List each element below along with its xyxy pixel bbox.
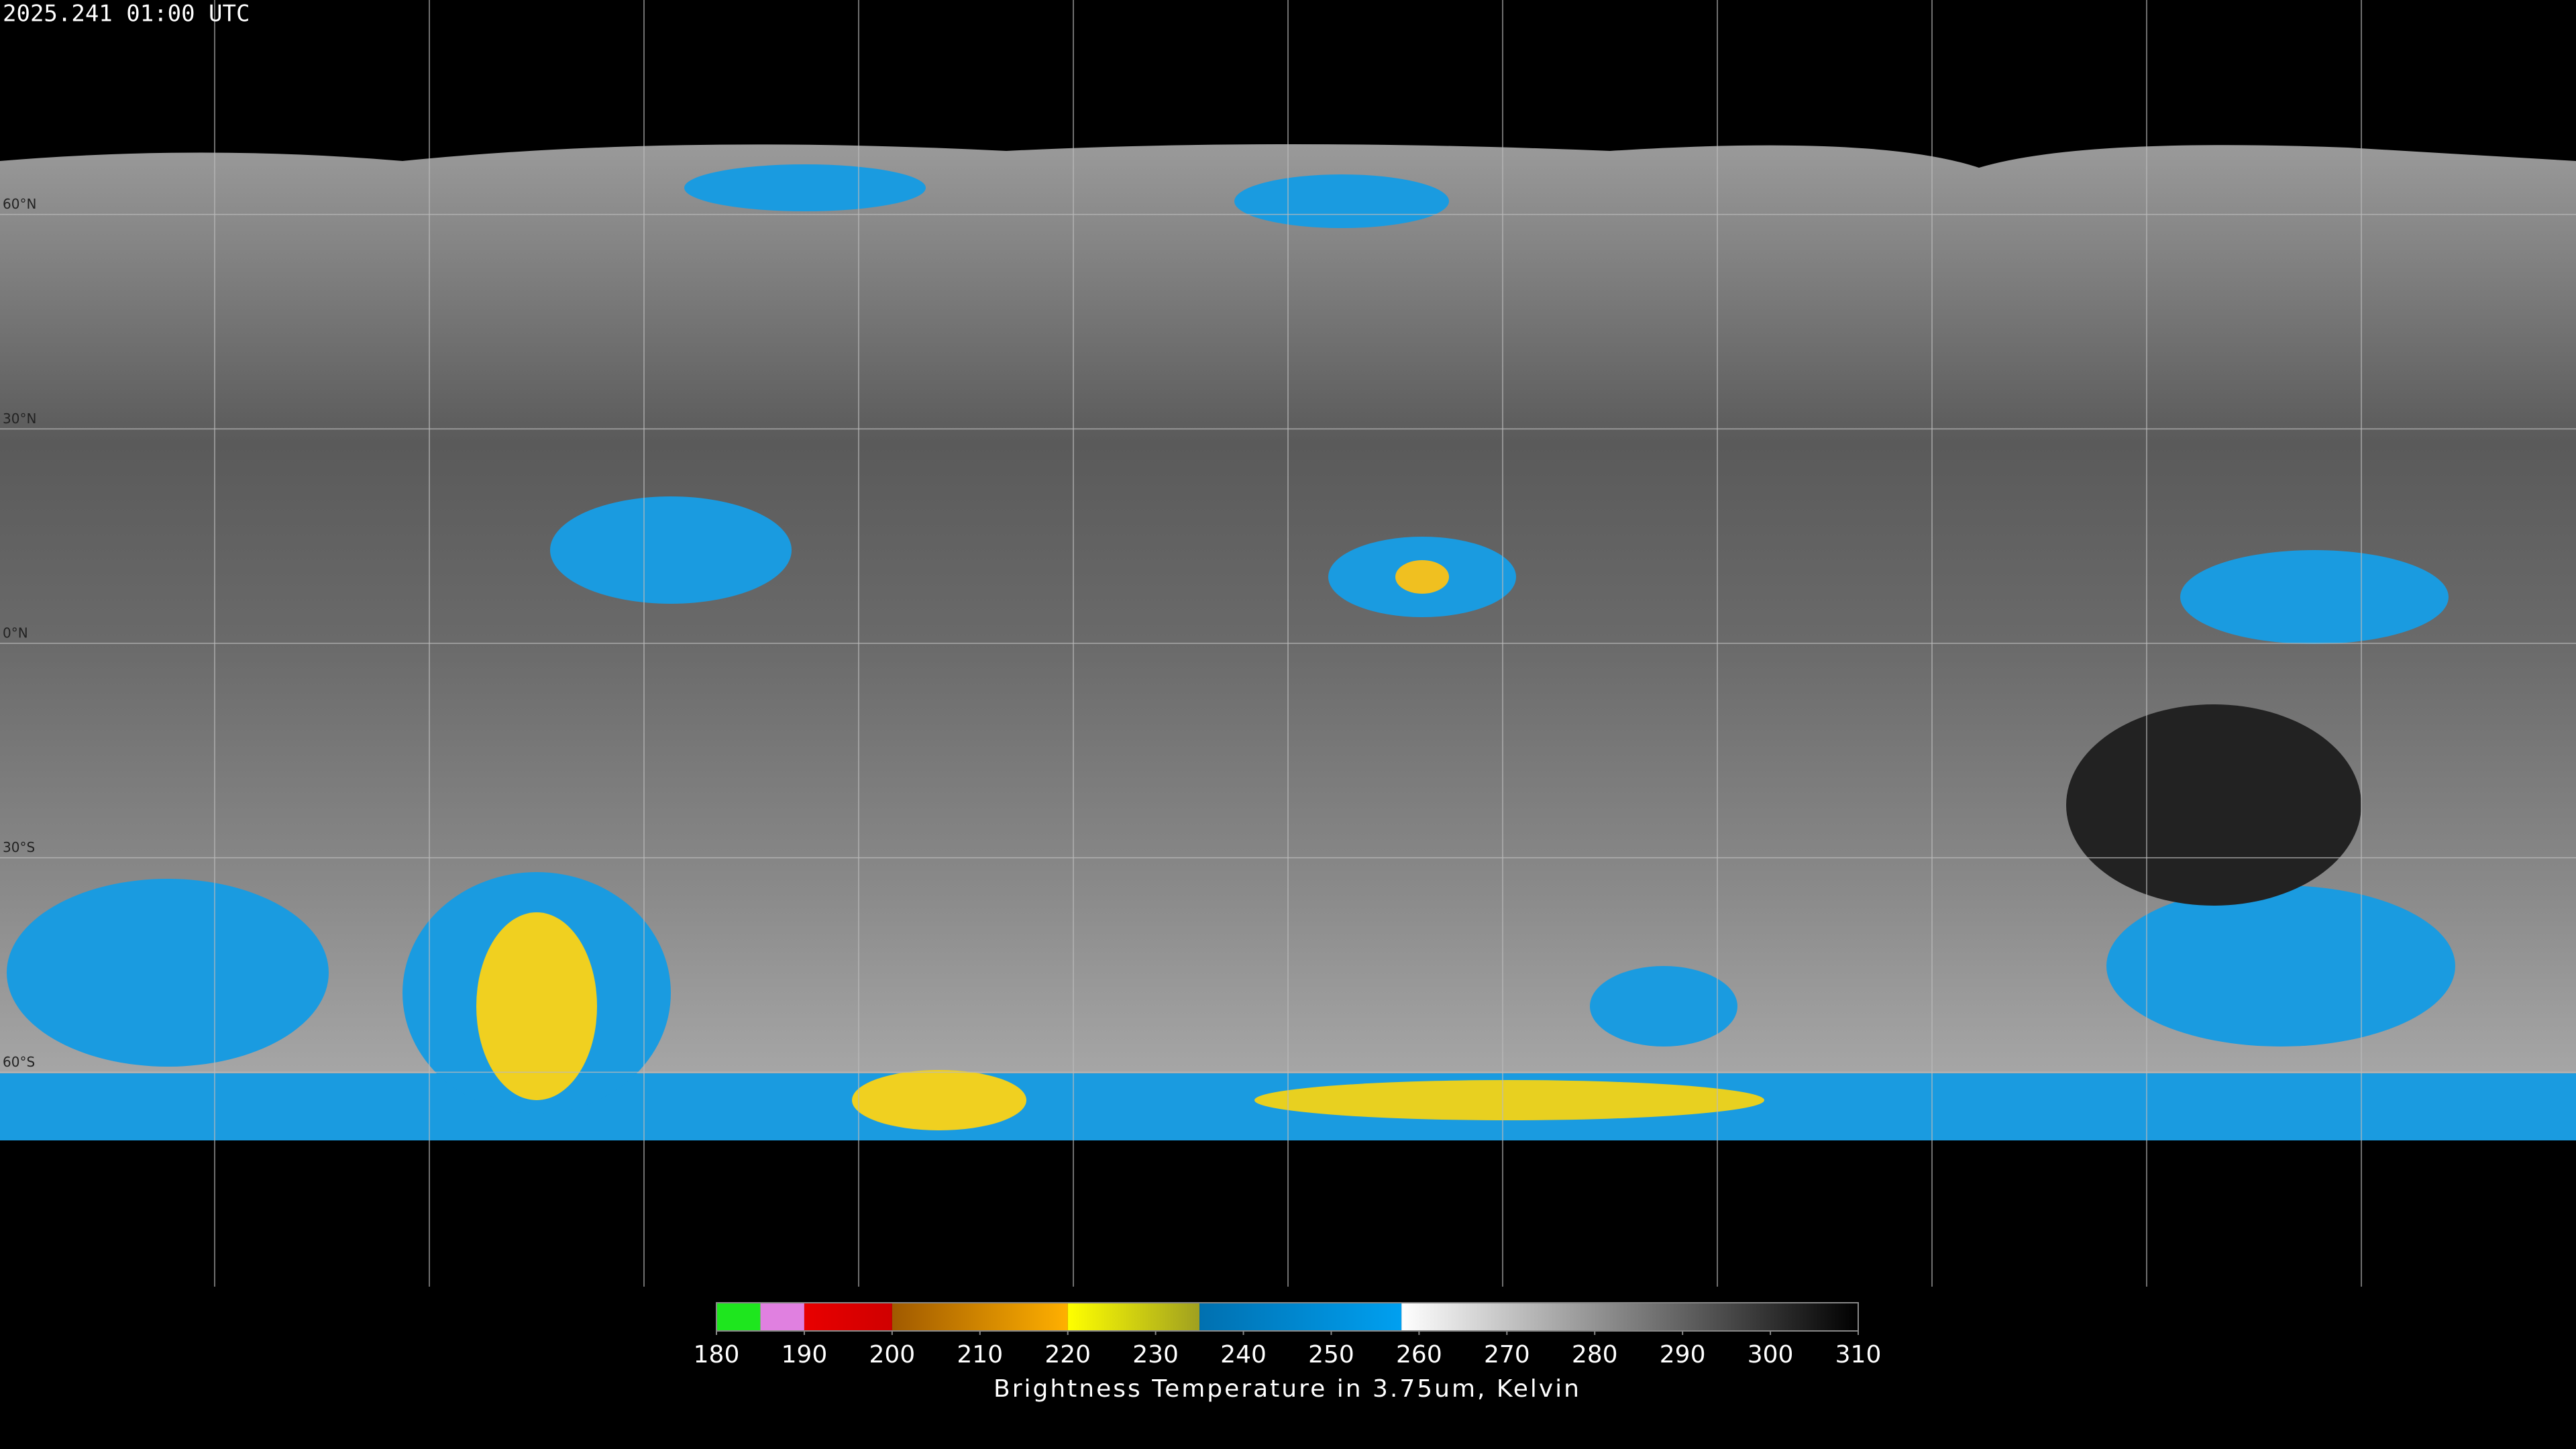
colorbar-tick-label: 210 [957,1341,1003,1368]
colorbar-tick-label: 280 [1572,1341,1618,1368]
colorbar-tick-label: 200 [869,1341,915,1368]
lat-label: 30°S [3,839,35,855]
colorbar-segment [1067,1303,1200,1331]
colorbar-segment [1199,1303,1402,1331]
colorbar-tick-label: 310 [1835,1341,1882,1368]
colorbar-tick-label: 240 [1220,1341,1267,1368]
colorbar-tick-label: 260 [1396,1341,1442,1368]
colorbar-tick-label: 180 [694,1341,740,1368]
colorbar-tick-label: 220 [1044,1341,1091,1368]
colorbar-tick-label: 270 [1484,1341,1530,1368]
colorbar-label: Brightness Temperature in 3.75um, Kelvin [994,1375,1581,1403]
colorbar-tick-label: 290 [1660,1341,1706,1368]
colorbar-tick-label: 190 [782,1341,828,1368]
latitude-labels: 60°N 30°N 0°N 30°S 60°S [3,196,36,1070]
colorbar-segment [892,1303,1068,1331]
lat-label: 60°N [3,196,36,212]
lat-label: 60°S [3,1054,35,1070]
timestamp: 2025.241 01:00 UTC [3,1,250,28]
colorbar-segment [804,1303,892,1331]
colorbar-segment [716,1303,761,1331]
graticule [0,0,2576,1287]
colorbar-frame [716,1302,1859,1332]
colorbar: 180 190 200 210 220 230 240 250 260 270 280 290 300 3… [694,1302,1882,1368]
lat-label: 30°N [3,411,36,427]
colorbar-segment [1401,1303,1858,1331]
colorbar-tick-label: 250 [1308,1341,1354,1368]
colorbar-segment [760,1303,804,1331]
colorbar-tick-label: 230 [1132,1341,1179,1368]
colorbar-tick-label: 300 [1748,1341,1794,1368]
lat-label: 0°N [3,625,28,641]
